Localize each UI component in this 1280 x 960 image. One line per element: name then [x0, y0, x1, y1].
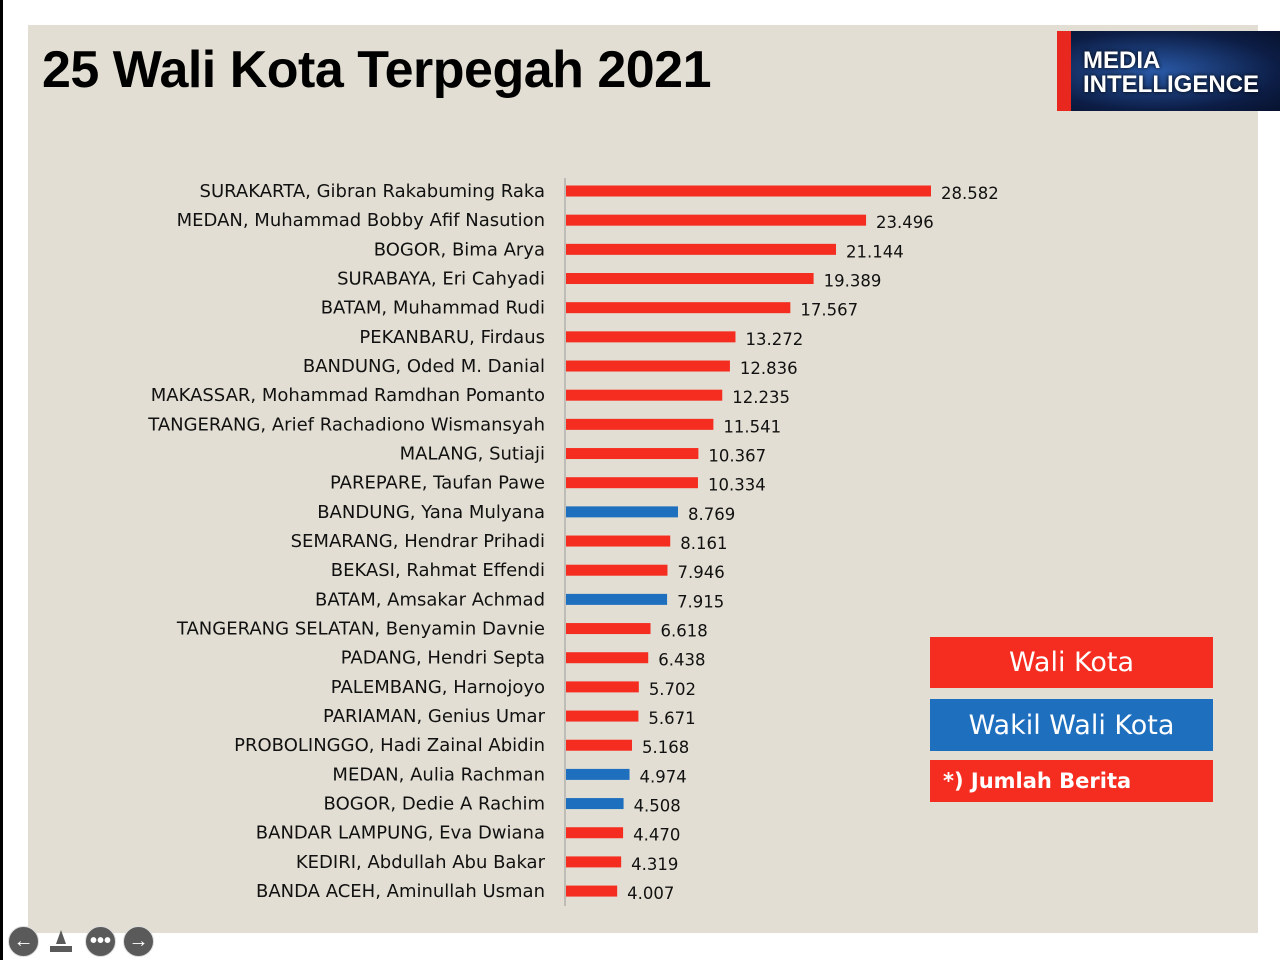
value-label: 10.367	[708, 447, 766, 466]
bar	[566, 477, 698, 489]
legend-wakil-wali-kota: Wakil Wali Kota	[930, 699, 1213, 751]
bar	[566, 710, 639, 722]
bar	[566, 360, 730, 372]
category-label: MALANG, Sutiaji	[400, 444, 545, 465]
value-label: 11.541	[723, 417, 781, 436]
bar	[566, 243, 837, 255]
bar	[566, 389, 723, 401]
bar	[566, 273, 814, 285]
category-label: MEDAN, Aulia Rachman	[332, 764, 545, 785]
more-icon: •••	[89, 930, 111, 952]
value-label: 13.272	[745, 330, 803, 349]
value-label: 4.319	[631, 855, 678, 874]
category-label: BANDUNG, Oded M. Danial	[303, 356, 545, 377]
value-label: 7.915	[677, 592, 724, 611]
value-label: 17.567	[800, 301, 858, 320]
category-label: BANDA ACEH, Aminullah Usman	[256, 881, 545, 902]
bar	[566, 768, 630, 780]
category-label: BEKASI, Rahmat Effendi	[331, 560, 545, 581]
category-label: BATAM, Amsakar Achmad	[315, 589, 545, 610]
pointer-button[interactable]	[48, 928, 74, 954]
bar	[566, 506, 678, 518]
bar	[566, 856, 622, 868]
value-label: 5.671	[648, 709, 695, 728]
chart-title: 25 Wali Kota Terpegah 2021	[42, 41, 712, 99]
category-label: BATAM, Muhammad Rudi	[321, 298, 545, 319]
media-intelligence-logo: MEDIA INTELLIGENCE	[1057, 31, 1280, 111]
bar	[566, 185, 931, 197]
value-label: 19.389	[824, 272, 882, 291]
bar	[566, 885, 618, 897]
value-label: 28.582	[941, 184, 999, 203]
bar	[566, 331, 736, 343]
value-label: 4.007	[627, 884, 674, 903]
value-label: 6.618	[661, 622, 708, 641]
bar	[566, 418, 714, 430]
bar	[566, 739, 632, 751]
value-label: 5.168	[642, 738, 689, 757]
value-label: 12.836	[740, 359, 798, 378]
value-label: 8.161	[680, 534, 727, 553]
value-label: 6.438	[658, 651, 705, 670]
bar	[566, 564, 668, 576]
next-slide-button[interactable]: →	[123, 926, 154, 957]
category-label: BOGOR, Dedie A Rachim	[324, 794, 545, 815]
bar	[566, 652, 649, 664]
value-label: 23.496	[876, 213, 934, 232]
category-label: MEDAN, Muhammad Bobby Afif Nasution	[177, 210, 545, 231]
value-label: 4.470	[633, 826, 680, 845]
category-label: PADANG, Hendri Septa	[341, 648, 545, 669]
bar	[566, 302, 791, 314]
bar	[566, 827, 624, 839]
prev-slide-button[interactable]: ←	[8, 926, 39, 957]
value-label: 8.769	[688, 505, 735, 524]
category-label: PARIAMAN, Genius Umar	[323, 706, 546, 727]
category-label: BANDAR LAMPUNG, Eva Dwiana	[256, 823, 545, 844]
category-label: KEDIRI, Abdullah Abu Bakar	[296, 852, 546, 873]
category-label: PAREPARE, Taufan Pawe	[330, 473, 545, 494]
value-label: 4.508	[634, 797, 681, 816]
category-label: TANGERANG, Arief Rachadiono Wismansyah	[147, 414, 545, 435]
value-label: 10.334	[708, 476, 766, 495]
category-label: PROBOLINGGO, Hadi Zainal Abidin	[234, 735, 545, 756]
window-edge	[0, 0, 3, 960]
category-label: BOGOR, Bima Arya	[374, 239, 545, 260]
note-jumlah-berita: *) Jumlah Berita	[930, 760, 1213, 802]
bar	[566, 681, 639, 693]
bar	[566, 448, 699, 460]
legend-label: Wali Kota	[1008, 647, 1135, 678]
category-label: TANGERANG SELATAN, Benyamin Davnie	[176, 619, 545, 640]
category-label: SURAKARTA, Gibran Rakabuming Raka	[200, 181, 545, 202]
logo-line2: INTELLIGENCE	[1083, 71, 1260, 98]
value-label: 4.974	[640, 767, 687, 786]
pointer-icon	[50, 930, 72, 952]
value-label: 21.144	[846, 242, 904, 261]
category-label: SEMARANG, Hendrar Prihadi	[291, 531, 545, 552]
category-label: SURABAYA, Eri Cahyadi	[337, 269, 545, 290]
bar	[566, 535, 671, 547]
category-label: MAKASSAR, Mohammad Ramdhan Pomanto	[151, 385, 545, 406]
bar	[566, 798, 624, 810]
value-label: 5.702	[649, 680, 696, 699]
legend-label: Wakil Wali Kota	[968, 709, 1175, 741]
logo-line1: MEDIA	[1083, 47, 1161, 74]
value-label: 7.946	[677, 563, 724, 582]
category-label: PALEMBANG, Harnojoyo	[331, 677, 545, 698]
value-label: 12.235	[732, 388, 790, 407]
category-label: PEKANBARU, Firdaus	[359, 327, 545, 348]
category-label: BANDUNG, Yana Mulyana	[317, 502, 545, 523]
bar	[566, 214, 867, 226]
legend-wali-kota: Wali Kota	[930, 637, 1213, 688]
arrow-left-icon: ←	[13, 930, 34, 952]
note-text: *) Jumlah Berita	[943, 769, 1132, 793]
bar	[566, 593, 668, 605]
more-options-button[interactable]: •••	[85, 926, 116, 957]
arrow-right-icon: →	[128, 930, 149, 952]
bar	[566, 623, 651, 635]
